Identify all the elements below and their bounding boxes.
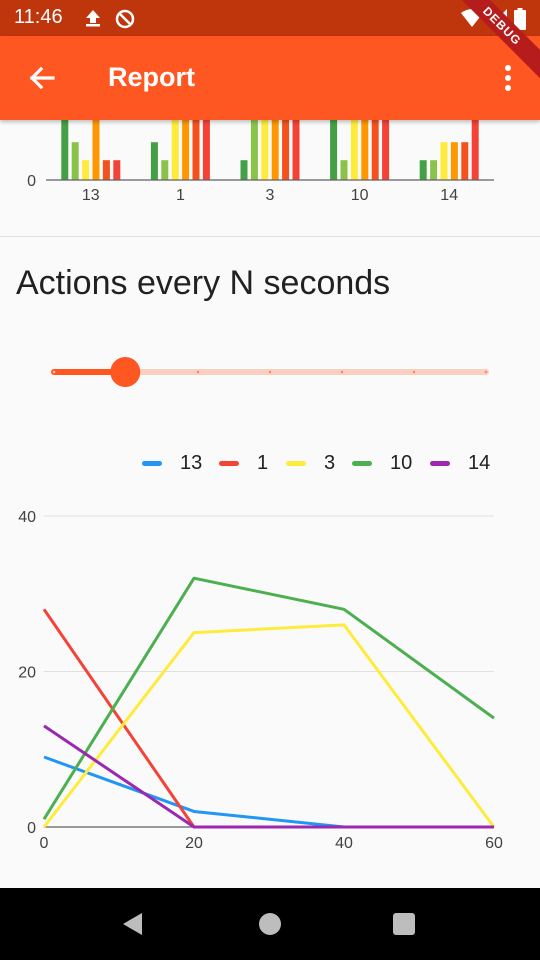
- bar: [419, 160, 427, 180]
- legend-label: 13: [180, 451, 203, 474]
- bar: [113, 160, 121, 180]
- nav-home-icon[interactable]: [254, 908, 286, 940]
- nav-recents-icon[interactable]: [388, 908, 420, 940]
- section-title: Actions every N seconds: [16, 264, 391, 302]
- bar: [292, 120, 300, 180]
- slider-tick: [52, 370, 56, 374]
- legend-item: 14: [430, 448, 490, 478]
- chart-legend: 13 1 3 10 14: [0, 448, 540, 478]
- legend-item: 3: [286, 448, 335, 478]
- bar: [240, 160, 248, 180]
- bar: [71, 142, 79, 180]
- section-divider: [0, 236, 540, 237]
- bar: [430, 160, 438, 180]
- bar: [182, 120, 190, 180]
- legend-swatch: [286, 460, 306, 466]
- y-tick-label: 0: [27, 173, 36, 190]
- y-tick-label: 20: [18, 665, 36, 682]
- slider-tick: [484, 370, 488, 374]
- sync-disabled-icon: [115, 9, 135, 29]
- series-line: [42, 608, 494, 829]
- slider-tick: [268, 370, 272, 374]
- nav-back-icon[interactable]: [118, 908, 150, 940]
- bar: [282, 120, 290, 180]
- legend-item: 13: [142, 448, 202, 478]
- series-line: [43, 724, 494, 829]
- legend-item: 1: [219, 448, 268, 478]
- bar: [471, 120, 479, 180]
- bar: [192, 120, 200, 180]
- back-arrow-icon[interactable]: [26, 62, 58, 94]
- series-line: [42, 623, 496, 828]
- bar: [440, 142, 448, 180]
- bar: [330, 120, 338, 180]
- bar: [82, 160, 90, 180]
- bar-chart: 13 1 3 10 140: [27, 120, 494, 204]
- legend-label: 1: [257, 451, 269, 474]
- more-vert-icon[interactable]: [496, 62, 520, 94]
- slider-tick: [340, 370, 344, 374]
- bar: [171, 120, 179, 180]
- bar: [350, 120, 358, 180]
- status-time: 11:46: [14, 6, 63, 28]
- series-line: [42, 576, 495, 821]
- x-tick-label: 40: [335, 835, 353, 852]
- x-tick-label: 0: [40, 835, 49, 852]
- legend-swatch: [352, 460, 372, 466]
- legend-label: 3: [324, 451, 336, 474]
- bar: [102, 160, 110, 180]
- bar: [382, 120, 390, 180]
- line-chart: 0 20 40 0 20 40 60: [18, 509, 503, 852]
- legend-swatch: [142, 460, 162, 466]
- x-tick-label: 14: [440, 187, 458, 204]
- slider-tick: [412, 370, 416, 374]
- bar: [61, 120, 69, 180]
- bar: [202, 120, 210, 180]
- bar: [361, 120, 369, 180]
- y-tick-label: 0: [27, 820, 36, 837]
- x-tick-label: 10: [351, 187, 369, 204]
- slider-tick: [196, 370, 200, 374]
- bar: [161, 160, 169, 180]
- bar: [261, 120, 269, 180]
- page-title: Report: [108, 62, 195, 92]
- legend-swatch: [219, 460, 239, 466]
- slider-thumb[interactable]: [110, 357, 141, 387]
- upload-icon: [86, 10, 100, 27]
- legend-item: 10: [352, 448, 412, 478]
- series-line: [43, 755, 494, 829]
- legend-swatch: [430, 460, 450, 466]
- y-tick-label: 40: [18, 509, 36, 526]
- legend-label: 10: [390, 451, 413, 474]
- bar: [340, 160, 348, 180]
- interval-slider[interactable]: [50, 356, 490, 388]
- app-bar: Report: [0, 36, 540, 120]
- x-tick-label: 20: [185, 835, 203, 852]
- navigation-bar: [0, 888, 540, 960]
- x-tick-label: 1: [176, 187, 185, 204]
- bar: [150, 142, 158, 180]
- x-tick-label: 3: [266, 187, 275, 204]
- bar: [92, 120, 100, 180]
- bar: [461, 142, 469, 180]
- bar: [250, 120, 258, 180]
- bar: [271, 120, 279, 180]
- legend-label: 14: [468, 451, 491, 474]
- status-bar: 11:46: [0, 0, 540, 36]
- x-tick-label: 60: [485, 835, 503, 852]
- bar: [450, 142, 458, 180]
- battery-icon: [514, 8, 526, 30]
- bar: [371, 120, 379, 180]
- x-tick-label: 13: [82, 187, 100, 204]
